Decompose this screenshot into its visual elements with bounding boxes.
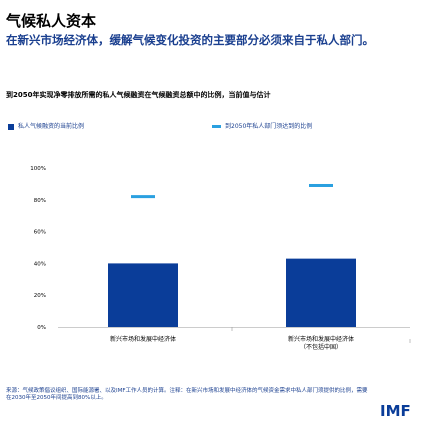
chart-note: 到2050年实现净零排放所需的私人气候融资在气候融资总额中的比例，当前值与估计 [6, 91, 271, 99]
legend-entry-bar: 私人气候融资的当前比例 [8, 121, 84, 130]
y-tick-label: 20% [34, 293, 46, 299]
bar [286, 258, 356, 327]
x-axis: 新兴市场和发展中经济体 新兴市场和发展中经济体（不包括中国） [58, 327, 411, 351]
sources-note: 来源：气候政策倡议组织、国际能源署、以及IMF工作人员的计算。注释：在新兴市场和… [6, 388, 368, 401]
bar-chart: 0% 20% 40% 60% 80% 100% 新兴市场和发展中经济体 新兴市场和发展中经济… [30, 166, 411, 351]
chart-marks [108, 183, 356, 327]
legend-swatch-bar [8, 123, 14, 130]
y-tick-label: 60% [34, 230, 46, 236]
legend-label-bar: 私人气候融资的当前比例 [18, 123, 85, 130]
y-tick-label: 100% [30, 166, 46, 172]
x-tick-label: 新兴市场和发展中经济体 [110, 335, 176, 343]
chart-subtitle: 在新兴市场经济体，缓解气候变化投资的主要部分必须来自于私人部门。 [6, 33, 374, 47]
bar [108, 263, 178, 327]
x-tick-label: 新兴市场和发展中经济体 [288, 335, 354, 343]
y-tick-label: 80% [34, 198, 46, 204]
x-tick-label: （不包括中国） [300, 343, 342, 351]
y-tick-label: 0% [37, 325, 46, 331]
y-axis: 0% 20% 40% 60% 80% 100% [30, 166, 46, 331]
target-marker [309, 183, 333, 187]
legend-entry-marker: 到2050年私人部门须达到的比例 [212, 121, 312, 130]
y-tick-label: 40% [34, 261, 46, 267]
legend-swatch-marker [212, 125, 221, 128]
chart-title: 气候私人资本 [6, 12, 97, 30]
imf-logo: IMF [380, 402, 411, 420]
legend-label-marker: 到2050年私人部门须达到的比例 [225, 123, 313, 130]
target-marker [131, 195, 155, 199]
